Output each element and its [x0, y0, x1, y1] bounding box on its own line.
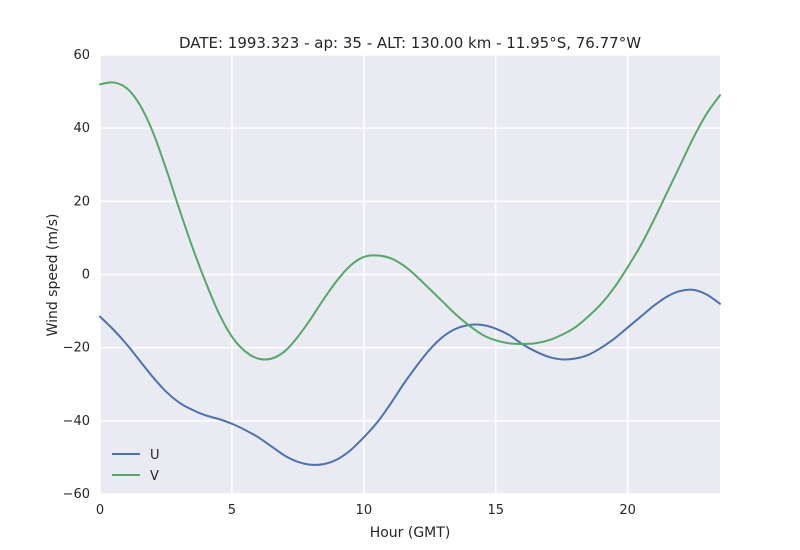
- x-axis-label: Hour (GMT): [370, 525, 451, 541]
- y-axis-label: Wind speed (m/s): [45, 214, 61, 337]
- tick-labels: 0 5 10 15 20 −60 −40 −20 0 20 40 60: [63, 48, 636, 518]
- x-tick-label: 20: [619, 503, 636, 518]
- legend-label-u: U: [150, 448, 160, 463]
- legend: U V: [112, 448, 160, 484]
- chart-title: DATE: 1993.323 - ap: 35 - ALT: 130.00 km…: [179, 34, 641, 52]
- y-tick-label: −60: [63, 487, 90, 502]
- y-tick-label: 60: [73, 48, 90, 63]
- x-tick-label: 10: [356, 503, 373, 518]
- series-lines: [99, 81, 721, 466]
- y-tick-label: −20: [63, 341, 90, 356]
- y-tick-label: −40: [63, 414, 90, 429]
- series-line-v: [99, 81, 721, 361]
- y-tick-label: 20: [73, 194, 90, 209]
- y-tick-label: 40: [73, 121, 90, 136]
- y-tick-label: 0: [82, 268, 90, 283]
- legend-label-v: V: [150, 469, 159, 484]
- series-line-u: [99, 288, 721, 466]
- x-tick-label: 15: [487, 503, 504, 518]
- x-tick-label: 0: [96, 503, 104, 518]
- x-tick-label: 5: [228, 503, 236, 518]
